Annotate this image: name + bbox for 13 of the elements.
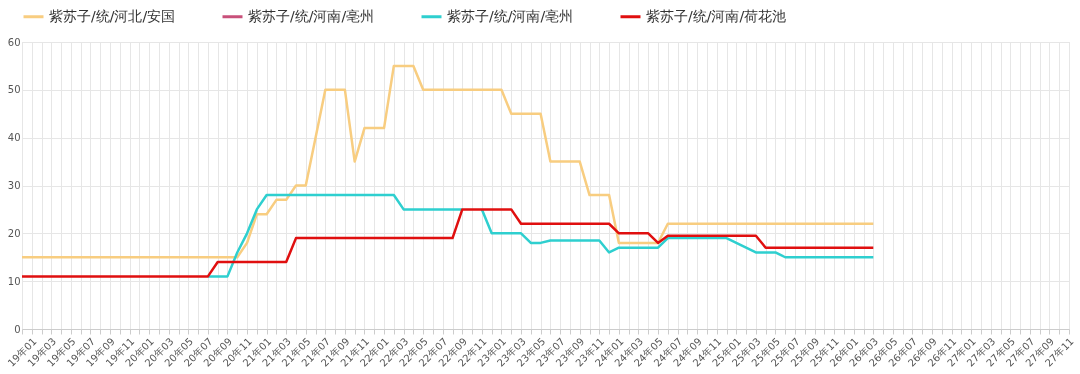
legend-label: 紫苏子/统/河南/荷花池	[646, 7, 787, 24]
y-tick-label: 40	[7, 132, 21, 144]
line-series	[20, 64, 875, 259]
y-tick-label: 20	[7, 227, 21, 239]
y-tick-label: 30	[7, 180, 21, 191]
y-tick-label: 0	[14, 323, 21, 335]
y-tick-label: 50	[7, 84, 21, 96]
legend-label: 紫苏子/统/河南/亳州	[248, 7, 375, 24]
legend-label: 紫苏子/统/河北/安国	[49, 7, 176, 24]
y-tick-label: 60	[7, 36, 21, 48]
legend-label: 紫苏子/统/河南/亳州	[447, 7, 574, 24]
y-tick-label: 10	[7, 275, 21, 287]
line-series	[20, 208, 875, 278]
